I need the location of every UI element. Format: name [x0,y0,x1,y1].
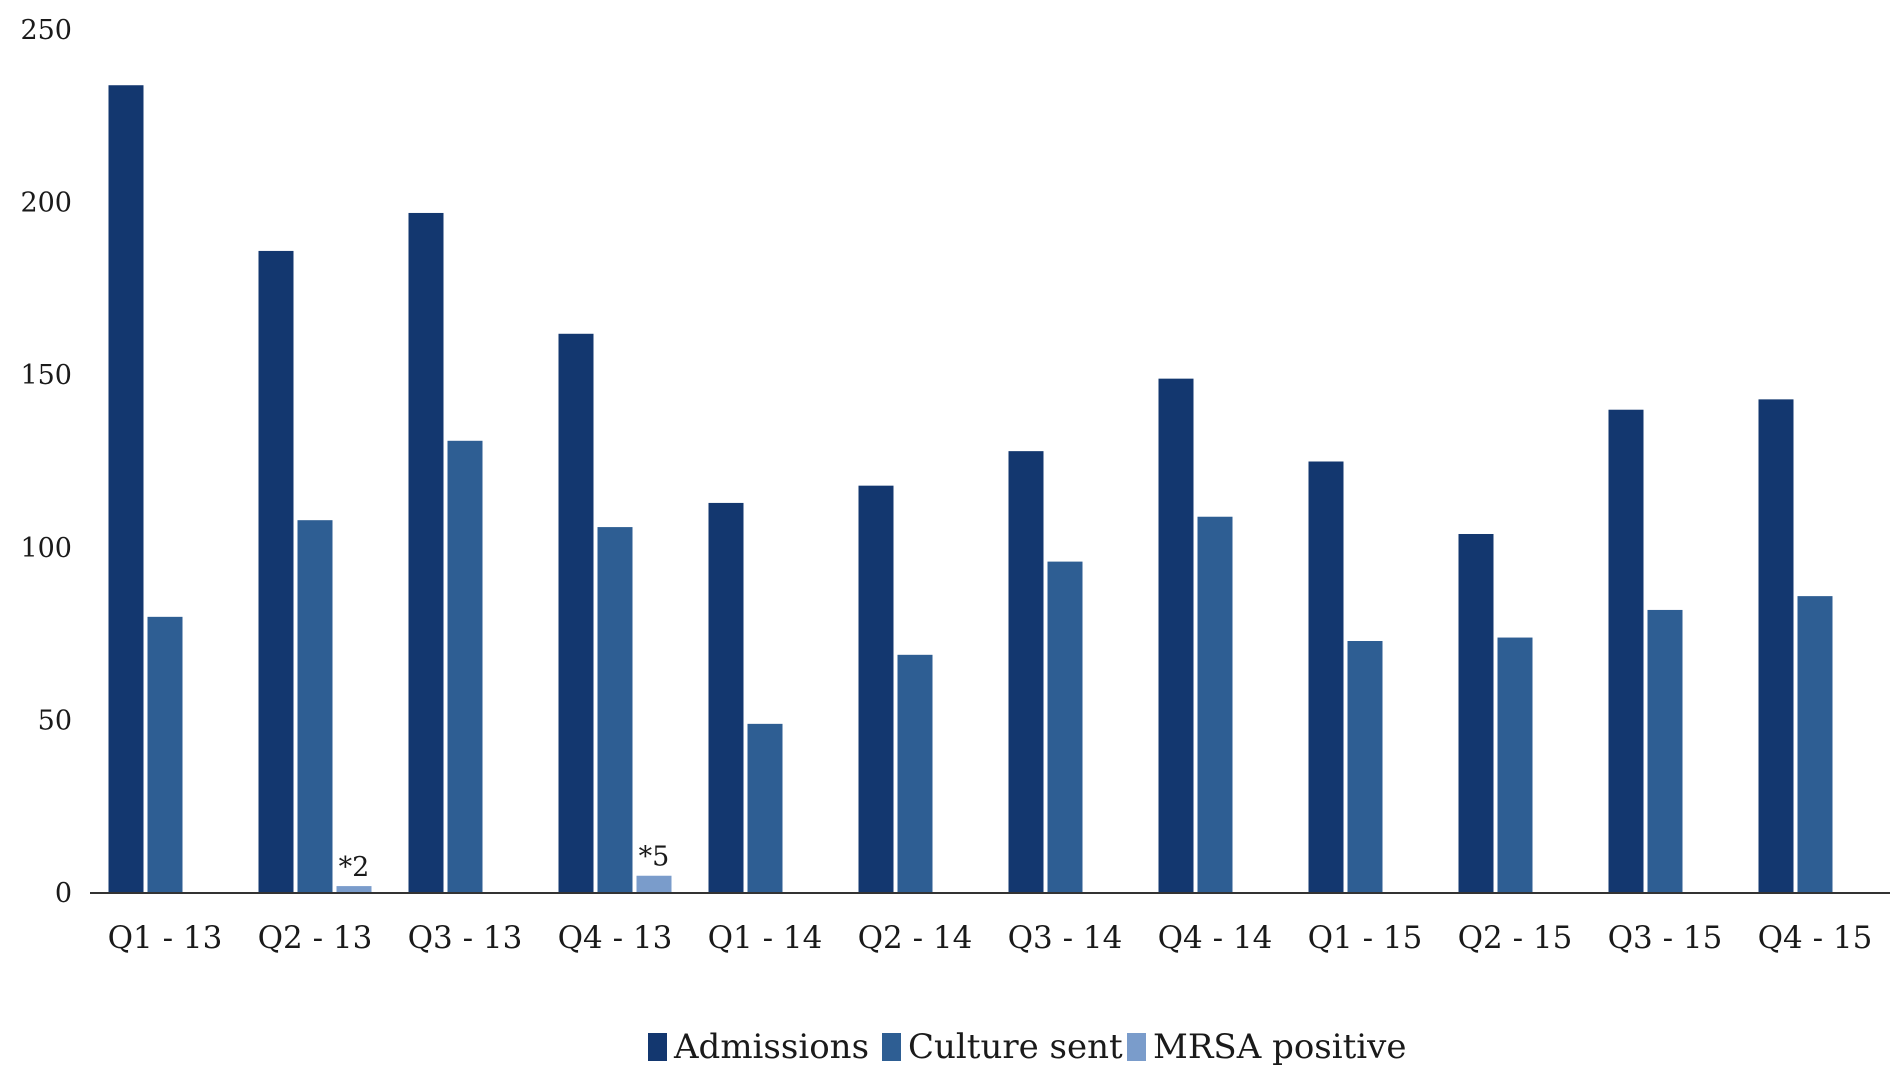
x-tick-label: Q3 - 15 [1608,920,1723,956]
bar-culture-sent [1647,609,1683,893]
bar-admissions [1758,399,1794,893]
legend-label: Admissions [673,1027,869,1067]
bar-culture-sent [1497,637,1533,893]
bar-culture-sent [447,440,483,893]
x-tick-label: Q2 - 15 [1458,920,1573,956]
y-tick-label: 0 [55,878,72,909]
x-tick-label: Q2 - 14 [858,920,973,956]
bar-admissions [408,212,444,893]
bar-admissions [108,85,144,894]
bars-group [108,85,1833,894]
bar-annotation: *5 [639,842,670,873]
bar-admissions [708,502,744,893]
y-tick-label: 250 [20,15,72,46]
bar-admissions [858,485,894,893]
legend-label: MRSA positive [1153,1027,1407,1067]
legend-swatch [648,1033,667,1061]
bar-admissions [1008,451,1044,893]
bar-annotation: *2 [339,852,370,883]
x-tick-label: Q3 - 14 [1008,920,1123,956]
bar-culture-sent [1347,641,1383,893]
bar-culture-sent [597,527,633,893]
legend: Admissions Culture sent MRSA positive [648,1027,1407,1067]
bar-admissions [1308,461,1344,893]
y-tick-label: 50 [38,705,72,736]
x-tick-label: Q1 - 15 [1308,920,1423,956]
bar-mrsa-positive [336,886,372,893]
x-tick-label: Q2 - 13 [258,920,373,956]
bar-culture-sent [1797,596,1833,893]
bar-culture-sent [747,723,783,893]
legend-swatch [1127,1033,1146,1061]
bar-admissions [1158,378,1194,894]
x-tick-label: Q4 - 14 [1158,920,1273,956]
bar-culture-sent [1047,561,1083,893]
bar-culture-sent [297,520,333,893]
bar-admissions [1458,533,1494,893]
legend-swatch [882,1033,901,1061]
y-tick-label: 100 [20,533,72,564]
x-tick-label: Q1 - 14 [708,920,823,956]
bar-admissions [258,250,294,894]
bar-admissions [1608,409,1644,893]
bar-culture-sent [1197,516,1233,893]
x-tick-label: Q1 - 13 [108,920,223,956]
bar-admissions [558,333,594,893]
x-tick-label: Q3 - 13 [408,920,523,956]
y-tick-label: 200 [20,188,72,219]
bar-culture-sent [897,654,933,893]
y-tick-label: 150 [20,360,72,391]
y-axis-ticks: 0 50 100 150 200 250 [20,15,72,909]
bar-culture-sent [147,616,183,893]
x-tick-label: Q4 - 13 [558,920,673,956]
x-tick-label: Q4 - 15 [1758,920,1873,956]
bar-mrsa-positive [636,875,672,893]
x-axis-ticks: Q1 - 13 Q2 - 13 Q3 - 13 Q4 - 13 Q1 - 14 Q2 - … [108,920,1873,956]
legend-label: Culture sent [908,1027,1123,1067]
annotations-group: *2 *5 [339,842,670,883]
